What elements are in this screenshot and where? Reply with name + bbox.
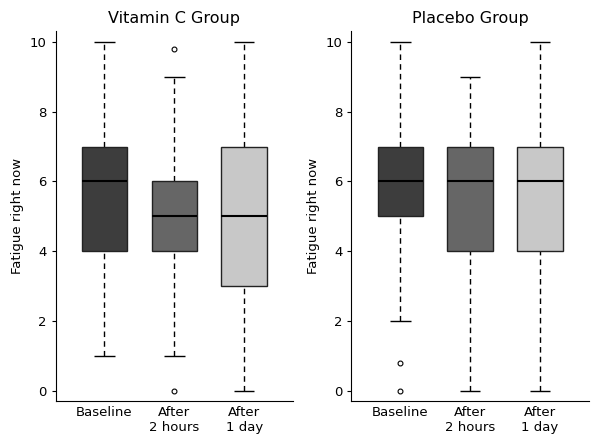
Bar bbox=[377, 146, 423, 216]
Title: Placebo Group: Placebo Group bbox=[412, 11, 529, 26]
Title: Vitamin C Group: Vitamin C Group bbox=[109, 11, 241, 26]
Y-axis label: Fatigue right now: Fatigue right now bbox=[11, 158, 24, 274]
Bar bbox=[82, 146, 127, 251]
Bar bbox=[152, 182, 197, 251]
Y-axis label: Fatigue right now: Fatigue right now bbox=[307, 158, 320, 274]
Bar bbox=[517, 146, 563, 251]
Bar bbox=[221, 146, 267, 286]
Bar bbox=[448, 146, 493, 251]
